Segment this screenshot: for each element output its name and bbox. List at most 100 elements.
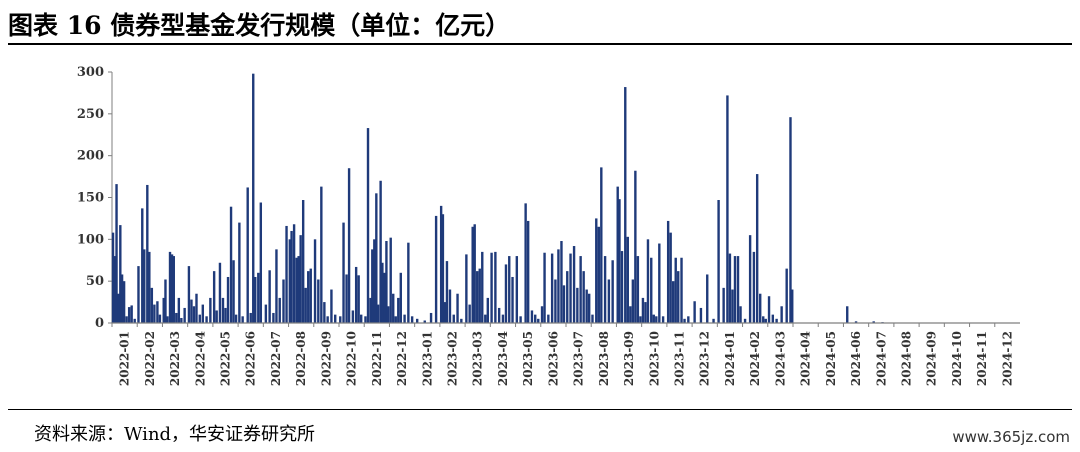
bar	[180, 317, 183, 323]
bar	[443, 302, 447, 323]
bar	[369, 297, 372, 323]
bar	[257, 272, 260, 323]
bar	[699, 307, 703, 323]
bar	[137, 266, 140, 323]
bar	[198, 314, 201, 323]
bar	[177, 297, 181, 323]
bar	[566, 271, 569, 323]
bar	[759, 293, 762, 323]
x-tick-label: 2024-02	[748, 331, 762, 386]
source-note: 资料来源：Wind，华安证券研究所	[34, 424, 316, 445]
bar	[252, 73, 255, 323]
bar	[381, 262, 384, 323]
bar	[591, 314, 594, 323]
bar	[183, 307, 186, 323]
bar	[452, 314, 455, 323]
bar	[634, 170, 637, 323]
bar	[471, 226, 474, 323]
bar	[249, 312, 252, 323]
bar	[175, 312, 178, 323]
bar	[445, 261, 449, 323]
bar	[141, 208, 144, 323]
bar	[373, 239, 376, 323]
bar	[301, 200, 305, 323]
bar	[722, 287, 725, 323]
bar	[111, 232, 115, 323]
x-tick-label: 2023-02	[446, 331, 460, 386]
bar	[278, 297, 281, 323]
x-tick-label: 2024-09	[925, 331, 939, 386]
bar	[537, 318, 540, 323]
bar	[232, 260, 235, 323]
bar	[755, 174, 759, 323]
bar	[687, 316, 690, 323]
bar	[501, 314, 505, 323]
bar	[585, 289, 588, 323]
bar	[526, 220, 530, 323]
bar	[693, 301, 696, 323]
bar	[658, 243, 661, 323]
bar	[297, 256, 300, 323]
bar	[125, 316, 128, 323]
bar	[330, 289, 333, 323]
bar	[143, 249, 146, 323]
bar	[156, 301, 159, 323]
bar	[295, 257, 298, 323]
bar	[166, 316, 169, 323]
bar	[775, 318, 778, 323]
bar	[490, 252, 493, 323]
bar	[383, 272, 386, 323]
bar	[115, 184, 118, 323]
bar	[671, 281, 675, 323]
bar	[309, 268, 312, 323]
bar	[229, 206, 233, 323]
bar	[486, 297, 490, 323]
x-tick-label: 2024-03	[773, 331, 787, 386]
bar	[272, 312, 275, 323]
x-tick-label: 2023-05	[521, 331, 535, 386]
bar	[375, 193, 378, 323]
x-tick-label: 2022-05	[219, 331, 233, 386]
bar	[397, 297, 400, 323]
bar	[624, 87, 627, 323]
bar	[872, 321, 875, 323]
bar	[357, 275, 360, 323]
y-tick-label: 100	[77, 232, 104, 247]
bar	[360, 314, 363, 323]
source-rule	[8, 409, 1072, 410]
x-tick-label: 2022-01	[118, 331, 132, 386]
bar	[150, 287, 154, 323]
bar	[484, 314, 487, 323]
x-tick-label: 2022-04	[193, 331, 207, 386]
bar	[629, 306, 632, 323]
bar	[403, 314, 406, 323]
bar	[717, 200, 720, 323]
x-axis: 2022-01 2022-02 2022-03 2022-04 2022-05 2022-…	[111, 322, 1020, 386]
bar	[117, 293, 120, 323]
bar	[611, 260, 614, 323]
bar	[530, 310, 534, 323]
bar	[569, 253, 572, 323]
y-tick-label: 300	[77, 65, 104, 80]
bar	[481, 251, 484, 323]
bar	[130, 305, 133, 323]
bar	[460, 318, 463, 323]
bar	[618, 199, 621, 323]
bar	[650, 257, 653, 323]
x-tick-label: 2022-10	[345, 331, 359, 386]
bar	[119, 225, 122, 323]
bar	[473, 224, 476, 323]
bar	[600, 167, 603, 323]
bar	[351, 310, 355, 323]
bar	[224, 307, 227, 323]
x-tick-label: 2024-07	[874, 331, 888, 386]
bar	[748, 235, 752, 323]
bar	[434, 215, 438, 323]
bar	[646, 239, 650, 323]
bar	[192, 306, 196, 323]
bar	[582, 271, 585, 323]
bar	[669, 232, 672, 323]
x-tick-label: 2022-09	[319, 331, 333, 386]
bar	[780, 306, 783, 323]
bar	[846, 306, 849, 323]
